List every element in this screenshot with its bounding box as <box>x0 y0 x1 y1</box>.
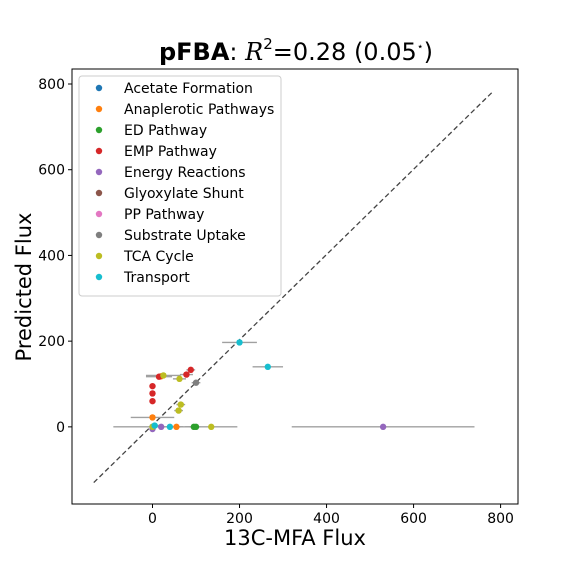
x-tick-label: 200 <box>226 511 253 527</box>
legend-entry: Transport <box>123 270 190 286</box>
legend-entry: Anaplerotic Pathways <box>124 102 274 118</box>
data-point <box>208 423 215 431</box>
legend-marker <box>95 126 103 134</box>
title-star: ⋆ <box>417 40 424 53</box>
x-tick-label: 600 <box>400 511 427 527</box>
legend-entry: Acetate Formation <box>124 81 253 97</box>
data-point <box>151 422 158 429</box>
legend-marker <box>95 189 103 197</box>
y-tick-label: 600 <box>38 163 65 179</box>
x-tick-label: 400 <box>313 511 340 527</box>
legend-entry: EMP Pathway <box>124 144 217 160</box>
y-tick-label: 0 <box>56 420 65 436</box>
legend: Acetate Formation Anaplerotic Pathways ED … <box>78 75 282 297</box>
data-point <box>149 397 156 405</box>
title-separator: : <box>229 38 245 66</box>
legend-marker <box>95 84 103 92</box>
x-tick-label: 800 <box>487 511 514 527</box>
chart-title: pFBA: R2=0.28 (0.05⋆) <box>159 35 433 66</box>
data-point <box>149 382 156 390</box>
data-point <box>379 423 387 431</box>
data-point <box>192 379 200 386</box>
legend-entry: TCA Cycle <box>123 249 194 265</box>
plot-area: 0 200 400 600 800 0 200 400 600 800 <box>38 68 519 527</box>
data-point <box>160 372 167 379</box>
data-point <box>166 423 174 431</box>
legend-marker <box>95 210 103 218</box>
legend-marker <box>95 231 103 239</box>
x-axis-label: 13C-MFA Flux <box>224 526 366 550</box>
title-close: ) <box>424 38 433 66</box>
legend-marker <box>95 273 103 281</box>
legend-marker <box>95 252 103 260</box>
legend-marker <box>95 168 103 176</box>
y-tick-label: 200 <box>38 334 65 350</box>
title-value: =0.28 (0.05 <box>273 38 417 66</box>
data-point <box>192 423 200 431</box>
data-point <box>187 366 194 374</box>
y-tick-label: 400 <box>38 248 65 264</box>
legend-box <box>78 75 282 297</box>
data-point <box>158 423 165 431</box>
legend-marker <box>95 147 103 155</box>
y-tick-label: 800 <box>38 77 65 93</box>
data-point <box>236 339 243 346</box>
data-point <box>149 390 156 397</box>
x-tick-label: 0 <box>148 511 157 527</box>
legend-entry: Energy Reactions <box>124 165 246 181</box>
title-method: pFBA <box>159 38 230 66</box>
data-point <box>177 401 184 408</box>
title-r-exponent: 2 <box>263 35 273 53</box>
title-r-symbol: R <box>244 38 263 66</box>
data-point <box>149 414 156 421</box>
data-point <box>176 375 183 383</box>
data-point <box>173 423 180 431</box>
axes-frame <box>71 68 519 505</box>
legend-entry: PP Pathway <box>124 207 204 223</box>
data-point <box>264 363 272 371</box>
legend-marker <box>95 105 103 113</box>
legend-entry: Substrate Uptake <box>124 228 246 244</box>
legend-entry: Glyoxylate Shunt <box>124 186 244 202</box>
data-point <box>175 407 182 414</box>
y-axis-label: Predicted Flux <box>12 213 36 362</box>
data-point <box>183 371 190 378</box>
legend-entry: ED Pathway <box>124 123 207 139</box>
